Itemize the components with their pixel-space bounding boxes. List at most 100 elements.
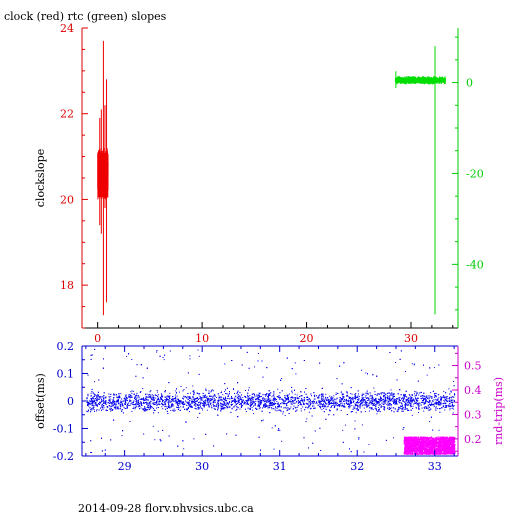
offset-point	[110, 396, 112, 398]
offset-point	[288, 400, 290, 402]
offset-point	[241, 394, 242, 396]
offset-point	[413, 398, 415, 400]
offset-point	[175, 402, 177, 404]
offset-point	[319, 404, 321, 405]
offset-point	[411, 414, 413, 416]
offset-point	[452, 401, 454, 403]
offset-point	[450, 391, 452, 393]
offset-point	[153, 398, 155, 400]
offset-point	[391, 392, 393, 394]
offset-point	[222, 394, 224, 396]
offset-point	[294, 393, 296, 395]
offset-point	[118, 393, 120, 395]
offset-point	[415, 401, 417, 403]
offset-point	[427, 404, 429, 406]
offset-point	[368, 403, 370, 405]
offset-point	[205, 400, 207, 402]
offset-point	[280, 403, 282, 405]
offset-point	[429, 367, 431, 369]
offset-point	[94, 410, 95, 412]
offset-point	[333, 403, 335, 405]
offset-point	[182, 397, 184, 399]
offset-point	[166, 396, 168, 398]
offset-point	[87, 402, 89, 404]
offset-point	[391, 410, 393, 412]
offset-point	[202, 409, 203, 411]
offset-point	[138, 396, 140, 398]
offset-point	[277, 388, 279, 390]
offset-point	[346, 400, 348, 402]
offset-point	[365, 400, 367, 402]
offset-point	[392, 397, 394, 399]
offset-point	[140, 398, 142, 400]
offset-point	[137, 400, 139, 402]
offset-point	[352, 401, 354, 403]
offset-point	[105, 401, 107, 403]
offset-point	[314, 407, 316, 409]
offset-point	[446, 399, 448, 401]
offset-point	[323, 411, 325, 413]
offset-point	[296, 394, 298, 396]
offset-point	[354, 428, 356, 430]
offset-point	[428, 395, 430, 397]
offset-point	[283, 399, 284, 401]
offset-point	[375, 406, 377, 408]
offset-point	[323, 407, 325, 409]
offset-point	[426, 395, 428, 397]
offset-point	[109, 401, 111, 403]
offset-point	[130, 396, 132, 398]
offset-point	[353, 400, 355, 402]
offset-point	[335, 392, 337, 394]
offset-point	[177, 401, 178, 403]
offset-point	[180, 406, 182, 408]
offset-point	[226, 393, 228, 395]
offset-point	[180, 400, 182, 402]
offset-point	[410, 409, 412, 411]
offset-point	[303, 399, 305, 401]
offset-point	[151, 407, 153, 408]
offset-point	[206, 399, 208, 401]
offset-point	[453, 385, 455, 387]
offset-point	[330, 397, 331, 399]
offset-point	[265, 395, 267, 397]
offset-point	[308, 398, 310, 400]
offset-point	[231, 360, 233, 361]
offset-point	[349, 404, 351, 406]
offset-point	[361, 405, 363, 407]
offset-point	[159, 355, 161, 357]
offset-point	[269, 407, 271, 409]
offset-point	[347, 400, 349, 402]
offset-point	[171, 397, 173, 399]
offset-point	[368, 397, 370, 399]
offset-point	[112, 400, 114, 402]
offset-point	[320, 450, 322, 451]
offset-point	[96, 398, 98, 400]
offset-point	[389, 352, 391, 353]
offset-point	[449, 399, 451, 401]
offset-point	[177, 405, 179, 406]
offset-point	[333, 402, 335, 404]
offset-point	[408, 394, 410, 396]
offset-point	[216, 402, 218, 404]
offset-point	[329, 410, 331, 412]
offset-point	[256, 394, 258, 396]
offset-point	[167, 399, 169, 401]
offset-point	[262, 376, 264, 378]
offset-point	[282, 411, 284, 413]
offset-point	[349, 399, 351, 401]
offset-point	[311, 401, 313, 403]
offset-point	[226, 433, 228, 435]
offset-point	[377, 411, 378, 413]
offset-point	[196, 392, 198, 394]
offset-point	[416, 402, 418, 404]
offset-point	[312, 400, 314, 402]
offset-point	[324, 404, 326, 406]
offset-point	[199, 393, 201, 394]
offset-point	[116, 400, 118, 402]
offset-point	[404, 394, 406, 395]
offset-point	[366, 390, 368, 392]
offset-point	[370, 394, 372, 396]
offset-point	[393, 400, 395, 402]
offset-point	[281, 402, 283, 404]
offset-point	[259, 407, 261, 409]
